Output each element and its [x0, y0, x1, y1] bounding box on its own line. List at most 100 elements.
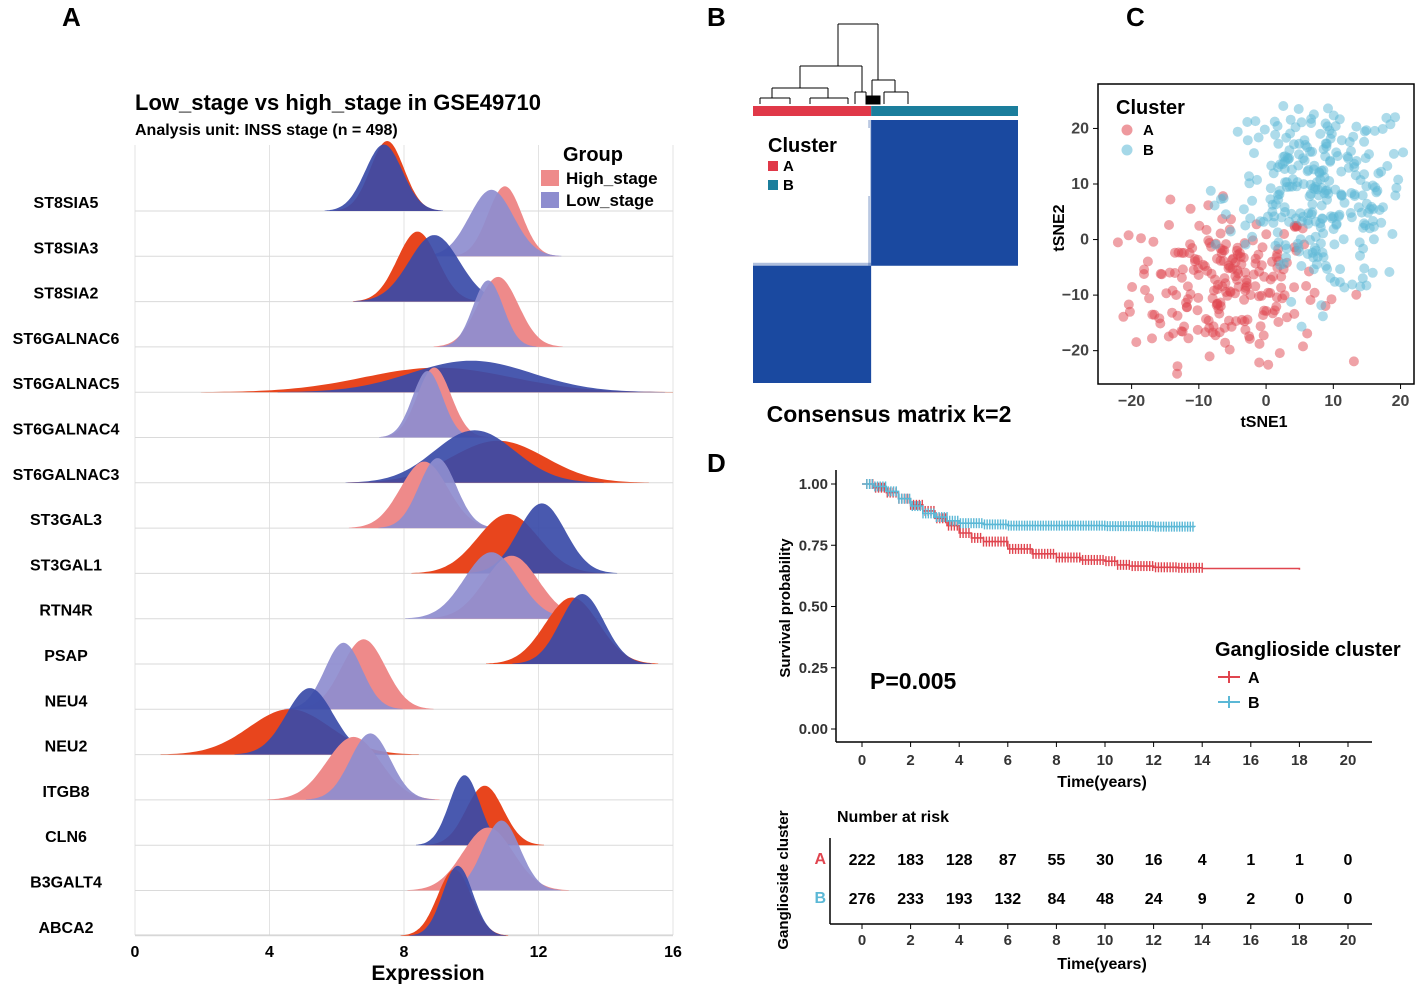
- tsne-legend-label-a: A: [1143, 122, 1154, 139]
- ridge-gene-label: NEU2: [45, 739, 88, 756]
- tsne-y-tick-label: 0: [1080, 232, 1089, 249]
- tsne-point-a: [1176, 272, 1187, 283]
- tsne-point-b: [1250, 116, 1261, 127]
- tsne-point-a: [1224, 315, 1234, 326]
- tsne-legend-label-b: B: [1143, 142, 1154, 159]
- tsne-point-b: [1356, 207, 1367, 218]
- tsne-point-b: [1272, 227, 1283, 238]
- tsne-point-a: [1155, 318, 1166, 329]
- risk-x-tick-label: 8: [1052, 932, 1060, 949]
- tsne-point-b: [1309, 243, 1320, 253]
- tsne-point-b: [1368, 221, 1379, 232]
- tsne-point-a: [1254, 357, 1265, 368]
- tsne-point-a: [1192, 305, 1203, 316]
- tsne-point-b: [1278, 101, 1289, 111]
- tsne-point-b: [1357, 190, 1368, 201]
- tsne-point-b: [1302, 249, 1313, 259]
- tsne-point-b: [1281, 243, 1292, 254]
- consensus-title: Consensus matrix k=2: [767, 401, 1012, 427]
- tsne-point-a: [1149, 309, 1160, 320]
- tsne-point-a: [1185, 203, 1196, 214]
- km-y-tick-label: 0.25: [799, 660, 828, 677]
- tsne-point-b: [1336, 135, 1347, 146]
- tsne-point-b: [1322, 121, 1333, 132]
- tsne-point-a: [1220, 278, 1231, 289]
- risk-x-tick-label: 12: [1145, 932, 1162, 949]
- tsne-point-b: [1296, 321, 1307, 332]
- tsne-point-a: [1351, 289, 1362, 300]
- ridge-density-low-st6galnac6: [439, 280, 537, 347]
- risk-cell-a: 30: [1096, 852, 1114, 869]
- tsne-points: [1112, 101, 1409, 379]
- risk-cell-b: 84: [1048, 891, 1066, 908]
- panel-d: D 0.000.250.500.751.000 2 4 6 8 10 12 14 16 18 20 …: [707, 448, 1401, 973]
- risk-cell-a: 128: [946, 852, 973, 869]
- cluster-bar-a: [753, 106, 872, 116]
- tsne-point-a: [1224, 344, 1235, 355]
- tsne-point-b: [1390, 112, 1401, 123]
- ridge-chart-subtitle: Analysis unit: INSS stage (n = 498): [135, 122, 398, 139]
- tsne-point-b: [1294, 246, 1305, 257]
- tsne-point-a: [1164, 220, 1174, 230]
- risk-cell-a: 222: [849, 852, 876, 869]
- tsne-point-b: [1238, 204, 1249, 215]
- risk-cell-b: 276: [849, 891, 876, 908]
- tsne-point-a: [1254, 338, 1265, 349]
- tsne-point-a: [1348, 356, 1359, 367]
- ridge-gene-label: ST3GAL3: [30, 512, 102, 529]
- tsne-point-a: [1204, 351, 1215, 362]
- tsne-y-tick-label: 20: [1071, 120, 1089, 137]
- km-x-axis-label: Time(years): [1057, 774, 1147, 791]
- tsne-point-b: [1391, 182, 1402, 193]
- tsne-point-a: [1148, 236, 1159, 247]
- tsne-point-a: [1254, 291, 1264, 302]
- tsne-point-a: [1140, 285, 1150, 295]
- panel-b: B Cluster A B Consensus matrix k=2: [707, 2, 1018, 427]
- ridge-gene-label: ABCA2: [38, 920, 93, 937]
- consensus-legend-label-b: B: [783, 177, 794, 194]
- km-x-tick-label: 2: [906, 752, 914, 769]
- tsne-point-a: [1165, 194, 1176, 205]
- km-legend-label-b: B: [1248, 695, 1260, 712]
- tsne-point-b: [1270, 199, 1281, 210]
- tsne-point-b: [1247, 195, 1258, 206]
- tsne-legend-dot-a: [1121, 124, 1133, 136]
- tsne-point-b: [1305, 189, 1316, 199]
- tsne-point-b: [1393, 174, 1404, 185]
- tsne-point-b: [1245, 213, 1256, 224]
- consensus-cluster-bar: [753, 106, 1018, 116]
- risk-table-title: Number at risk: [837, 809, 949, 826]
- km-x-tick-label: 0: [858, 752, 866, 769]
- tsne-point-b: [1270, 240, 1281, 251]
- panel-c-letter: C: [1126, 2, 1145, 32]
- risk-cell-a: 1: [1246, 852, 1255, 869]
- ridge-gene-label: B3GALT4: [30, 875, 102, 892]
- tsne-point-b: [1295, 234, 1306, 245]
- ridge-density-low-st6galnac3: [345, 430, 604, 483]
- ridge-density-low-b3galt4: [442, 820, 561, 891]
- tsne-y-axis-label: tSNE2: [1051, 204, 1068, 251]
- dendrogram-dense-leaves: [865, 95, 881, 105]
- legend-label-high-stage: High_stage: [566, 169, 658, 188]
- risk-cell-b: 0: [1344, 891, 1353, 908]
- ridge-x-tick-label: 8: [400, 944, 409, 961]
- consensus-edge-b: [868, 120, 873, 266]
- tsne-point-a: [1230, 271, 1241, 282]
- tsne-point-b: [1284, 145, 1295, 156]
- tsne-x-axis-label: tSNE1: [1240, 414, 1287, 431]
- tsne-point-a: [1236, 314, 1247, 325]
- tsne-point-b: [1319, 188, 1330, 199]
- tsne-frame: [1097, 83, 1415, 385]
- tsne-point-b: [1367, 267, 1378, 278]
- tsne-point-b: [1329, 239, 1340, 250]
- tsne-point-a: [1231, 245, 1242, 256]
- ridge-density-low-st6galnac5: [277, 360, 665, 393]
- tsne-point-b: [1232, 126, 1243, 137]
- tsne-point-b: [1358, 243, 1369, 254]
- tsne-point-b: [1370, 182, 1381, 193]
- tsne-point-b: [1339, 197, 1350, 208]
- tsne-point-a: [1216, 248, 1227, 259]
- tsne-point-b: [1334, 277, 1345, 288]
- tsne-point-b: [1273, 190, 1283, 201]
- tsne-point-a: [1131, 337, 1142, 348]
